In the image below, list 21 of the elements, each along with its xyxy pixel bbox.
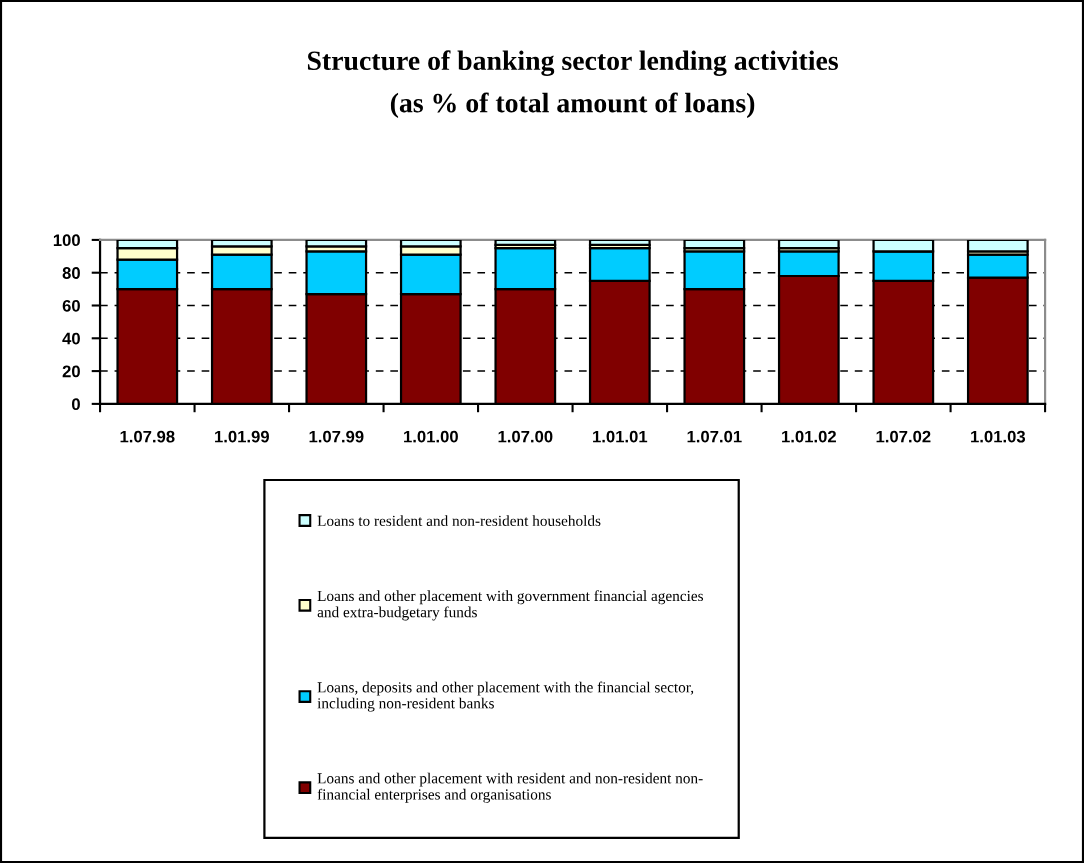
x-tick-label: 1.07.00 xyxy=(498,430,553,443)
legend-label: Loans to resident and non-resident households xyxy=(317,515,601,526)
x-tick-label: 1.07.02 xyxy=(876,430,931,443)
y-tick-label: 100 xyxy=(53,234,80,247)
x-tick-label: 1.01.00 xyxy=(404,430,458,443)
legend-label: Loans and other placement with resident and non-resident non- financial enterprises and organisations xyxy=(317,772,703,803)
x-tick-label: 1.07.01 xyxy=(687,430,742,443)
y-tick-label: 40 xyxy=(62,332,80,345)
chart-title: Structure of banking sector lending activities (as % of total amount of loans) xyxy=(307,50,838,119)
legend-label: Loans, deposits and other placement with the financial sector, including non-resident banks xyxy=(317,681,694,712)
y-tick-label: 80 xyxy=(62,267,80,279)
x-tick-label: 1.01.03 xyxy=(971,430,1026,443)
x-tick-label: 1.07.99 xyxy=(309,430,364,443)
x-tick-label: 1.07.98 xyxy=(120,430,175,443)
y-tick-label: 20 xyxy=(62,365,80,378)
y-tick-label: 0 xyxy=(72,398,80,411)
legend-label: Loans and other placement with government financial agencies and extra-budgetary funds xyxy=(317,590,704,621)
x-tick-label: 1.01.01 xyxy=(593,430,648,443)
x-tick-label: 1.01.02 xyxy=(782,430,836,443)
y-tick-label: 60 xyxy=(62,299,80,312)
x-tick-label: 1.01.99 xyxy=(215,430,269,443)
